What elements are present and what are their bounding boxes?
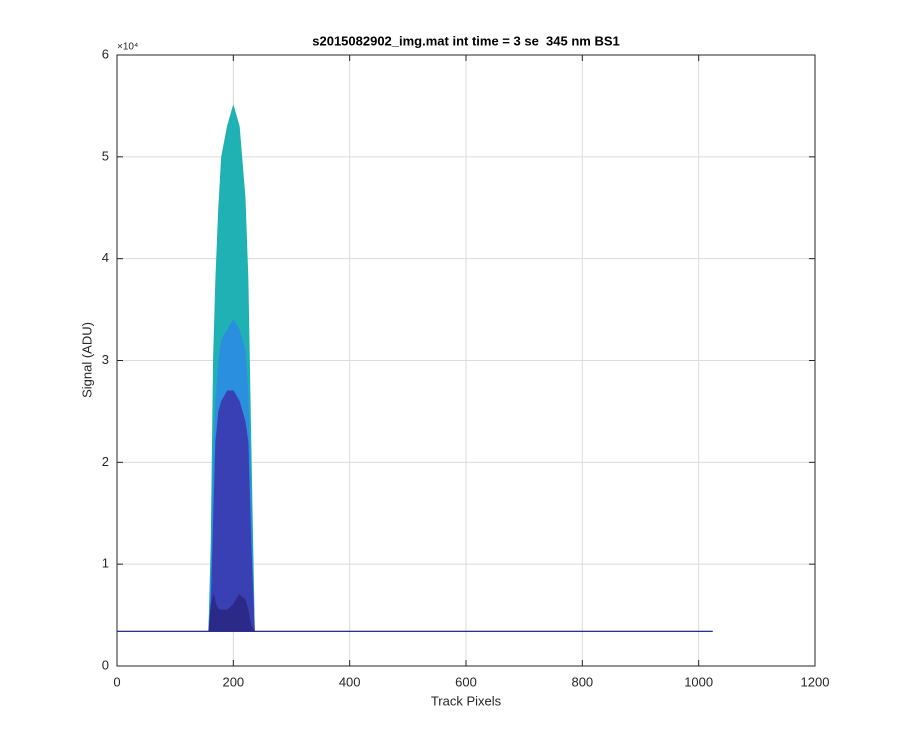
y-tick-label: 1 <box>102 556 109 571</box>
y-tick-label: 6 <box>102 46 109 61</box>
area <box>117 593 713 632</box>
y-tick-label: 0 <box>102 657 109 672</box>
y-tick-label: 3 <box>102 352 109 367</box>
x-tick-label: 200 <box>222 674 244 689</box>
x-axis-label: Track Pixels <box>431 693 502 708</box>
y-tick-label: 5 <box>102 148 109 163</box>
x-tick-label: 0 <box>113 674 120 689</box>
x-tick-label: 400 <box>339 674 361 689</box>
y-tick-label: 2 <box>102 454 109 469</box>
x-tick-label: 800 <box>571 674 593 689</box>
y-axis-label: Signal (ADU) <box>79 322 94 398</box>
y-tick-label: 4 <box>102 250 109 265</box>
x-tick-label: 1200 <box>801 674 830 689</box>
area <box>117 390 713 632</box>
x-tick-label: 1000 <box>684 674 713 689</box>
area <box>117 104 713 632</box>
y-multiplier: ×10⁴ <box>117 42 138 53</box>
area <box>117 318 713 632</box>
chart-title: s2015082902_img.mat int time = 3 se 345 … <box>312 33 619 48</box>
x-tick-label: 600 <box>455 674 477 689</box>
